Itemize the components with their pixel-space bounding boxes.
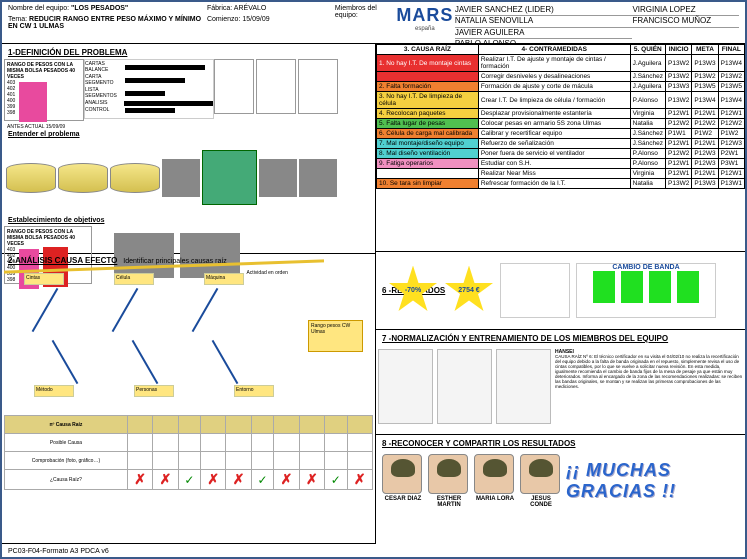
causa-table: nº Causa RaízPosible CausaComprobación (… — [4, 415, 373, 490]
sec8-title: 8 -RECONOCER Y COMPARTIR LOS RESULTADOS — [378, 437, 743, 450]
fabrica-label: Fábrica: — [207, 5, 232, 12]
fb-bone-4 — [52, 340, 79, 384]
nombre-label: Nombre del equipo: — [8, 5, 69, 12]
photo-1 — [162, 159, 200, 197]
col-right: 3. CAUSA RAÍZ4- CONTRAMEDIDAS5. QUIÉNINI… — [376, 44, 745, 544]
section-7: 7 -NORMALIZACIÓN Y ENTRENAMIENTO DE LOS … — [376, 330, 745, 435]
establecimiento: Establecimiento de objetivos — [8, 217, 104, 224]
nombre: "LOS PESADOS" — [71, 5, 128, 12]
comienzo-label: Comienzo: — [207, 16, 240, 23]
fb-bone-2 — [112, 288, 139, 332]
tiny-table-2 — [256, 59, 296, 114]
photo-2 — [259, 159, 297, 197]
doc-1 — [378, 349, 433, 424]
hansei-text: CAUSA RAÍZ Nº 6: El técnico certificador… — [555, 355, 743, 390]
main: 1-DEFINICIÓN DEL PROBLEMA RANGO DE PESOS… — [2, 44, 745, 544]
bar-chart: CARTAS BALANCECARTA SEGMENTOLISTA SEGMEN… — [84, 59, 214, 119]
section-3-4-5: 3. CAUSA RAÍZ4- CONTRAMEDIDAS5. QUIÉNINI… — [376, 44, 745, 252]
col-left: 1-DEFINICIÓN DEL PROBLEMA RANGO DE PESOS… — [2, 44, 376, 544]
mini-chart — [500, 263, 570, 318]
doc-2 — [437, 349, 492, 424]
doc-3 — [496, 349, 551, 424]
footer: PC03-F04-Formato A3 PDCA v6 — [8, 548, 109, 555]
header-left: Nombre del equipo: "LOS PESADOS" Tema: R… — [8, 5, 207, 40]
obj-title: RANGO DE PESOS CON LA MISMA BOLSA PESADO… — [7, 229, 75, 247]
tiny-table-3 — [298, 59, 338, 114]
section-2: 2-ANÁLISIS CAUSA EFECTO Identificar prin… — [2, 254, 375, 544]
header-mid: Fábrica: ARÉVALO Comienzo: 15/09/09 — [207, 5, 335, 40]
sec8-row: CESAR DIAZESTHER MARTINMARIA LORAJESUS C… — [378, 450, 743, 512]
tema: REDUCIR RANGO ENTRE PESO MÁXIMO Y MÍNIMO… — [8, 16, 201, 30]
sec7-title: 7 -NORMALIZACIÓN Y ENTRENAMIENTO DE LOS … — [378, 332, 743, 345]
sec1-top: RANGO DE PESOS CON LA MISMA BOLSA PESADO… — [4, 59, 373, 129]
members-col1: JAVIER SANCHEZ (LIDER)NATALIA SENOVILLAJ… — [455, 5, 633, 40]
comienzo: 15/09/09 — [242, 16, 269, 23]
section-8: 8 -RECONOCER Y COMPARTIR LOS RESULTADOS … — [376, 435, 745, 544]
sec1-title: 1-DEFINICIÓN DEL PROBLEMA — [4, 46, 373, 59]
fb-head: Rango pesos CW Ulmas — [308, 320, 363, 352]
logo-block: MARS españa — [395, 5, 455, 40]
fb-bone-1 — [32, 288, 59, 332]
fishbone: Rango pesos CW Ulmas CintasCélulaMáquina… — [4, 265, 373, 415]
belt-1 — [6, 163, 56, 193]
pink-bar — [19, 82, 47, 122]
belt-2 — [58, 163, 108, 193]
tiny-table-1 — [214, 59, 254, 114]
gracias: ¡¡ MUCHAS GRACIAS !! — [566, 460, 739, 502]
members-col2: VIRGINIA LOPEZFRANCISCO MUÑOZ — [632, 5, 739, 40]
fb-bone-5 — [132, 340, 159, 384]
rango-box: RANGO DE PESOS CON LA MISMA BOLSA PESADO… — [4, 59, 84, 121]
cambio-title: CAMBIO DE BANDA — [577, 264, 715, 271]
header: Nombre del equipo: "LOS PESADOS" Tema: R… — [2, 2, 745, 44]
fb-bone-6 — [212, 340, 239, 384]
entender: Entender el problema — [8, 131, 369, 138]
rango-title: RANGO DE PESOS CON LA MISMA BOLSA PESADO… — [7, 62, 75, 80]
conveyor-diagram — [4, 140, 373, 215]
header-right: JAVIER SANCHEZ (LIDER)NATALIA SENOVILLAJ… — [455, 5, 739, 40]
section-1: 1-DEFINICIÓN DEL PROBLEMA RANGO DE PESOS… — [2, 44, 375, 254]
contramedidas-table: 3. CAUSA RAÍZ4- CONTRAMEDIDAS5. QUIÉNINI… — [376, 44, 745, 189]
hansei: HANSEI CAUSA RAÍZ Nº 6: El técnico certi… — [555, 349, 743, 432]
cambio-chart: CAMBIO DE BANDA — [576, 263, 716, 318]
photo-3 — [299, 159, 337, 197]
belt-3 — [110, 163, 160, 193]
tema-label: Tema: — [8, 16, 27, 23]
miembros-label: Miembros del equipo: — [335, 5, 395, 19]
star-2: 2754 € — [444, 266, 494, 316]
logo-sub: españa — [395, 26, 455, 32]
antes-label: ANTES ACTUAL 15/09/09 — [7, 124, 81, 130]
mars-logo: MARS — [395, 5, 455, 26]
machine — [202, 150, 257, 205]
fb-bone-3 — [192, 288, 219, 332]
fabrica: ARÉVALO — [234, 5, 267, 12]
miembros-label-col: Miembros del equipo: — [335, 5, 395, 40]
section-6: 6 -RESULTADOS -70% 2754 € CAMBIO DE BAND… — [376, 252, 745, 330]
